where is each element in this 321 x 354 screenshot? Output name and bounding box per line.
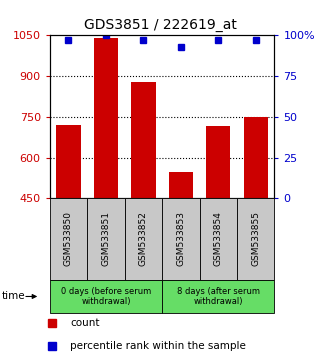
Text: GSM533852: GSM533852 [139, 211, 148, 267]
Bar [244, 118, 268, 198]
Text: time: time [2, 291, 25, 302]
Text: percentile rank within the sample: percentile rank within the sample [70, 341, 246, 351]
Bar [131, 81, 156, 198]
Bar [87, 198, 125, 280]
Bar [50, 280, 162, 313]
Bar [169, 172, 193, 198]
Text: GSM533854: GSM533854 [214, 211, 223, 267]
Text: GSM533851: GSM533851 [101, 211, 110, 267]
Text: GSM533853: GSM533853 [176, 211, 185, 267]
Text: 8 days (after serum
withdrawal): 8 days (after serum withdrawal) [177, 287, 260, 306]
Text: count: count [70, 319, 100, 329]
Text: GSM533850: GSM533850 [64, 211, 73, 267]
Text: 0 days (before serum
withdrawal): 0 days (before serum withdrawal) [61, 287, 151, 306]
Text: GSM533855: GSM533855 [251, 211, 260, 267]
Text: GDS3851 / 222619_at: GDS3851 / 222619_at [84, 18, 237, 32]
Bar [94, 38, 118, 198]
Bar [206, 126, 230, 198]
Bar [200, 198, 237, 280]
Bar [162, 198, 200, 280]
Bar [56, 125, 81, 198]
Bar [50, 198, 87, 280]
Bar [162, 280, 274, 313]
Bar [237, 198, 274, 280]
Bar [125, 198, 162, 280]
